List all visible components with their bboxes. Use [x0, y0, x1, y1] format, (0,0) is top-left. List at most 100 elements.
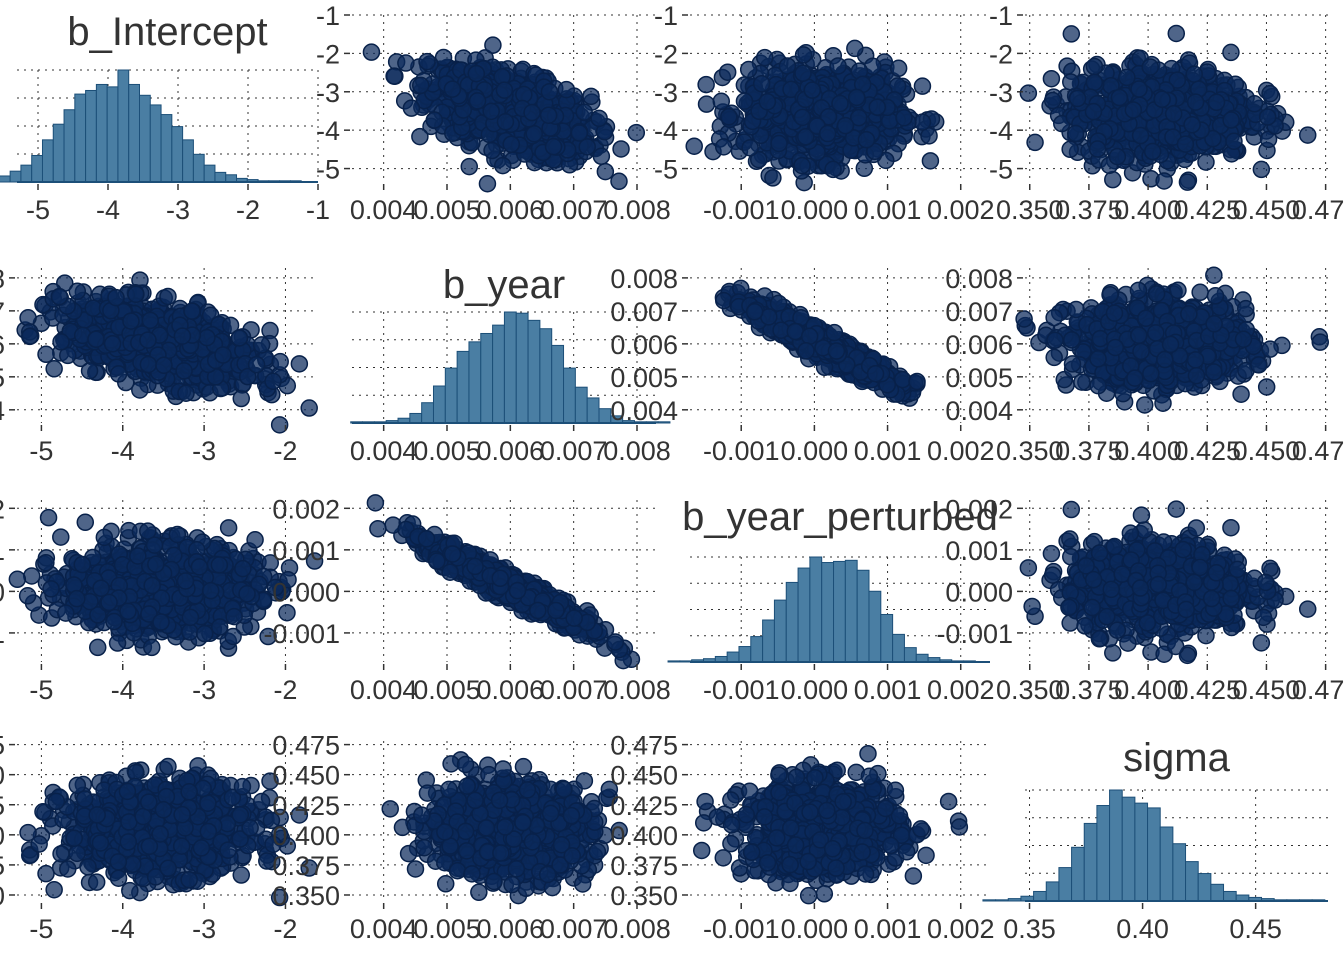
scatter-point: [596, 162, 615, 181]
histogram-bar: [492, 324, 505, 424]
histogram-bar: [539, 328, 553, 424]
scatter-point: [468, 92, 487, 110]
histogram-bar: [139, 94, 151, 183]
scatter-point: [1164, 105, 1183, 123]
scatter-point: [1232, 385, 1250, 403]
y-tick-label: 0.008: [610, 264, 678, 294]
x-tick-label: 0.004: [350, 436, 418, 466]
histogram-bar: [63, 109, 76, 183]
histogram-bar: [574, 386, 588, 424]
x-tick-label: 0.000: [781, 195, 849, 225]
scatter-point: [1084, 102, 1103, 121]
histogram-bar: [480, 332, 494, 424]
scatter-point: [173, 327, 192, 345]
scatter-points: [1019, 24, 1317, 191]
scatter-point: [1085, 73, 1104, 92]
x-tick-label: 0.002: [927, 195, 995, 225]
scatter-point: [175, 362, 193, 380]
scatter-point: [1062, 25, 1081, 43]
scatter-point: [715, 291, 733, 310]
scatter-point: [1026, 133, 1044, 152]
scatter-point: [127, 285, 145, 303]
scatter-point: [889, 59, 908, 78]
histogram-bar: [128, 83, 141, 183]
scatter-points: [714, 279, 926, 407]
scatter-point: [1197, 153, 1215, 171]
scatter-point: [271, 352, 289, 371]
scatter-point: [183, 302, 201, 320]
x-tick-label: 0.000: [781, 436, 849, 466]
y-tick-label: -1: [989, 1, 1013, 31]
scatter-point: [1155, 172, 1173, 190]
x-tick-label: 0.005: [413, 436, 481, 466]
scatter-point: [794, 46, 813, 64]
scatter-point: [523, 103, 541, 122]
x-tick-label: -2: [236, 195, 260, 225]
scatter-point: [502, 135, 521, 153]
scatter-point: [800, 327, 819, 346]
scatter-point: [752, 75, 771, 93]
scatter-point: [50, 287, 69, 306]
scatter-point: [1066, 124, 1085, 143]
scatter-point: [1153, 90, 1171, 109]
scatter-point: [494, 156, 512, 175]
histogram-bar: [192, 153, 205, 183]
scatter-point: [1186, 93, 1205, 111]
y-tick-label: -3: [989, 78, 1013, 108]
scatter-point: [1185, 65, 1203, 83]
scatter-point: [1261, 84, 1279, 103]
scatter-point: [495, 81, 514, 99]
scatter-point: [847, 88, 866, 107]
scatter-point: [627, 123, 646, 142]
histogram-bar: [515, 312, 529, 424]
scatter-point: [139, 331, 157, 349]
y-tick-label: 0.004: [0, 396, 5, 426]
scatter-point: [107, 288, 125, 307]
scatter-point: [1222, 111, 1240, 129]
y-tick-label: 0.007: [0, 297, 5, 327]
scatter-point: [103, 335, 122, 353]
scatter-point: [109, 365, 128, 383]
scatter-point: [37, 345, 55, 364]
scatter-point: [1141, 58, 1159, 76]
scatter-point: [1207, 93, 1226, 112]
histogram-bar: [503, 311, 517, 424]
scatter-point: [868, 98, 887, 116]
scatter-point: [397, 54, 415, 72]
scatter-point: [1176, 135, 1195, 153]
scatter-point: [1252, 160, 1271, 179]
scatter-point: [418, 52, 436, 71]
scatter-point: [1225, 132, 1243, 151]
x-tick-label: 0.007: [540, 195, 608, 225]
scatter-point: [87, 330, 105, 348]
scatter-point: [1088, 140, 1107, 158]
scatter-point: [460, 157, 479, 176]
scatter-point: [290, 355, 309, 373]
y-tick-label: -1: [654, 1, 678, 31]
scatter-point: [540, 82, 559, 101]
histogram-bar: [85, 89, 97, 183]
y-tick-label: 0.004: [610, 396, 678, 426]
scatter-point: [1258, 108, 1277, 126]
scatter-point: [755, 48, 774, 67]
scatter-point: [582, 87, 600, 106]
scatter-point: [846, 39, 864, 58]
x-tick-label: 0.001: [854, 195, 922, 225]
y-tick-label: -4: [316, 116, 340, 146]
scatter-point: [612, 140, 630, 158]
scatter-point: [697, 95, 716, 113]
x-tick-label: 0.350: [996, 195, 1064, 225]
scatter-point: [362, 43, 381, 61]
scatter-point: [402, 99, 421, 117]
scatter-point: [467, 64, 486, 83]
scatter-point: [539, 106, 558, 124]
scatter-point: [720, 107, 738, 126]
x-tick-label: 0.008: [603, 436, 671, 466]
panel-title-b_year: b_year: [443, 263, 565, 307]
scatter-point: [1245, 95, 1264, 113]
scatter-point: [1043, 91, 1062, 110]
histogram-bar: [31, 155, 43, 183]
x-tick-label: -2: [273, 436, 297, 466]
scatter-point: [913, 77, 932, 95]
